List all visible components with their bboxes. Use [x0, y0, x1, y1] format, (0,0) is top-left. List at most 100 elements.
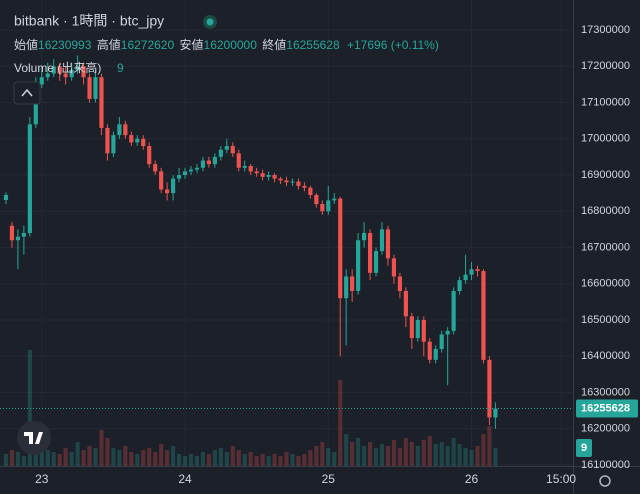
volume-bar [129, 452, 134, 466]
volume-bar [373, 448, 379, 466]
candle-body [3, 194, 9, 201]
candle-body [308, 187, 313, 195]
volume-bar [391, 440, 397, 466]
candle-body [266, 175, 271, 177]
volume-bar [469, 450, 474, 466]
candle-body [254, 171, 259, 174]
volume-bar [254, 456, 259, 466]
candle-body [182, 171, 188, 176]
candle-body [200, 160, 206, 168]
volume-bar [403, 438, 408, 466]
change: +17696 (+0.11%) [347, 38, 439, 52]
volume-bar [27, 350, 32, 466]
volume-bar [314, 446, 319, 466]
volume-bar [45, 450, 50, 466]
last-volume-label: 9 [581, 442, 587, 454]
candle-body [129, 135, 134, 143]
candle-body [403, 290, 408, 317]
y-tick-label: 16200000 [581, 423, 630, 435]
volume-bar [350, 442, 355, 466]
candle-body [260, 173, 265, 177]
y-tick-label: 16500000 [581, 314, 630, 326]
volume-bar [409, 442, 414, 466]
volume-bar [75, 442, 80, 466]
candle-body [153, 164, 158, 172]
volume-bar [242, 454, 247, 466]
candle-body [391, 258, 397, 277]
y-tick-label: 17200000 [581, 60, 630, 72]
candle-body [487, 359, 492, 418]
candle-body [45, 73, 50, 78]
volume-bar [21, 456, 26, 466]
volume-bar [344, 434, 349, 466]
candle-body [284, 180, 289, 183]
volume-bar [171, 446, 176, 466]
volume-bar [51, 452, 56, 466]
volume-bar [427, 436, 432, 466]
y-tick-label: 16100000 [581, 459, 630, 471]
candle-body [475, 269, 480, 272]
candle-body [75, 66, 80, 70]
collapse-button[interactable] [13, 81, 41, 105]
chart-title: bitbank · 1時間 · btc_jpy [14, 13, 164, 29]
candle-body [117, 124, 122, 136]
candles [0, 55, 573, 429]
candle-body [236, 153, 241, 168]
candle-body [171, 178, 176, 194]
x-tick-label: 23 [35, 472, 49, 486]
high-name: 高値 [97, 37, 121, 52]
candle-body [165, 189, 170, 194]
candle-body [176, 175, 182, 179]
candle-body [230, 146, 235, 154]
open-value: 16230993 [38, 38, 92, 52]
volume-bar [141, 450, 146, 466]
candle-body [385, 229, 391, 259]
volume-bar [15, 452, 20, 466]
candle-body [439, 334, 444, 349]
close-value: 16255628 [286, 38, 340, 52]
volume-bar [147, 448, 152, 466]
volume-bar [451, 438, 456, 466]
settings-icon[interactable] [599, 475, 611, 487]
status-dot [206, 18, 214, 26]
x-tick-label: 25 [322, 472, 336, 486]
candle-body [344, 276, 349, 299]
low-value: 16200000 [204, 38, 258, 52]
volume-bar [385, 446, 391, 466]
volume-bar [415, 446, 420, 466]
candle-body [21, 233, 26, 237]
candle-body [63, 73, 68, 78]
candle-body [57, 66, 62, 74]
volume-bar [117, 450, 122, 466]
candle-body [421, 319, 426, 342]
volume-bar [367, 442, 373, 466]
candle-body [290, 181, 295, 183]
volume-bar [135, 454, 140, 466]
candle-body [362, 233, 367, 241]
candle-body [39, 77, 44, 85]
volume-bar [260, 454, 265, 466]
y-tick-label: 16400000 [581, 350, 630, 362]
candle-body [194, 167, 200, 170]
candle-body [356, 240, 361, 291]
volume-bar [487, 426, 492, 466]
volume-bar [433, 444, 438, 466]
grid [0, 0, 573, 466]
volume-bar [63, 448, 68, 466]
y-tick-label: 17300000 [581, 24, 630, 36]
volume-bar [182, 456, 188, 466]
volume-bar [194, 456, 200, 466]
y-tick-label: 16900000 [581, 169, 630, 181]
volume-bar [296, 456, 301, 466]
high-value: 16272620 [121, 38, 175, 52]
candle-body [463, 274, 468, 281]
tv-logo-button[interactable] [17, 421, 51, 455]
volume-bar [105, 438, 110, 466]
candle-body [212, 156, 217, 165]
candle-body [147, 146, 152, 165]
candle-body [87, 77, 92, 99]
volume-bar [3, 454, 9, 466]
volume-bar [379, 444, 385, 466]
volume-bar [397, 448, 402, 466]
y-tick-label: 16600000 [581, 278, 630, 290]
